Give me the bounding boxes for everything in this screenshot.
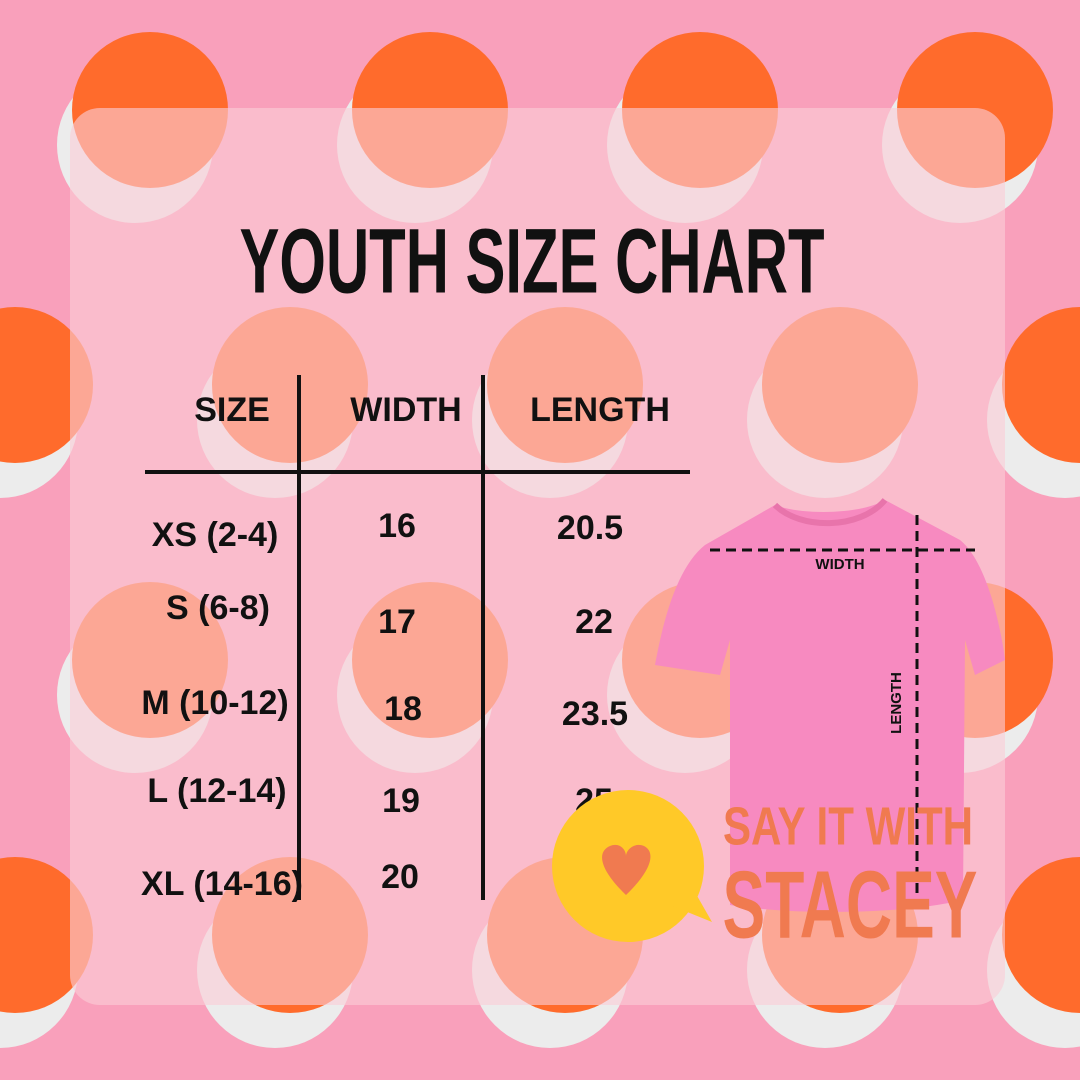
measure-cell: 18 (384, 690, 422, 728)
measure-cell: 16 (378, 507, 416, 545)
measure-cell: 20.5 (557, 509, 623, 547)
measure-cell: 20 (381, 858, 419, 896)
brand-line2: STACEY (723, 851, 978, 958)
size-cell: XS (2-4) (152, 516, 279, 554)
dot (0, 857, 93, 1013)
length-label: LENGTH (888, 672, 905, 734)
header-cell: WIDTH (350, 391, 461, 429)
dot (1002, 307, 1080, 463)
size-cell: S (6-8) (166, 589, 270, 627)
table: SIZE WIDTH LENGTH XS (2-4) 16 20.5 S (6-8) 17 22… (141, 375, 690, 903)
measure-cell: 22 (575, 603, 613, 641)
width-label: WIDTH (815, 556, 864, 573)
collar (772, 497, 888, 527)
title: YOUTH SIZE CHART (240, 210, 825, 312)
measure-cell: 23.5 (562, 695, 628, 733)
dot (1002, 857, 1080, 1013)
brand-line1: SAY IT WITH (723, 796, 973, 856)
size-cell: M (10-12) (141, 684, 288, 722)
size-cell: L (12-14) (147, 772, 286, 810)
size-cell: XL (14-16) (141, 865, 303, 903)
measure-cell: 17 (378, 603, 416, 641)
measure-cell: 19 (382, 782, 420, 820)
header-cell: LENGTH (530, 391, 670, 429)
header-cell: SIZE (194, 391, 270, 429)
heart (602, 844, 651, 895)
dot (0, 307, 93, 463)
bubble-tail (670, 880, 712, 922)
bubble (552, 790, 712, 942)
tshirt: WIDTH LENGTH (655, 497, 1005, 912)
